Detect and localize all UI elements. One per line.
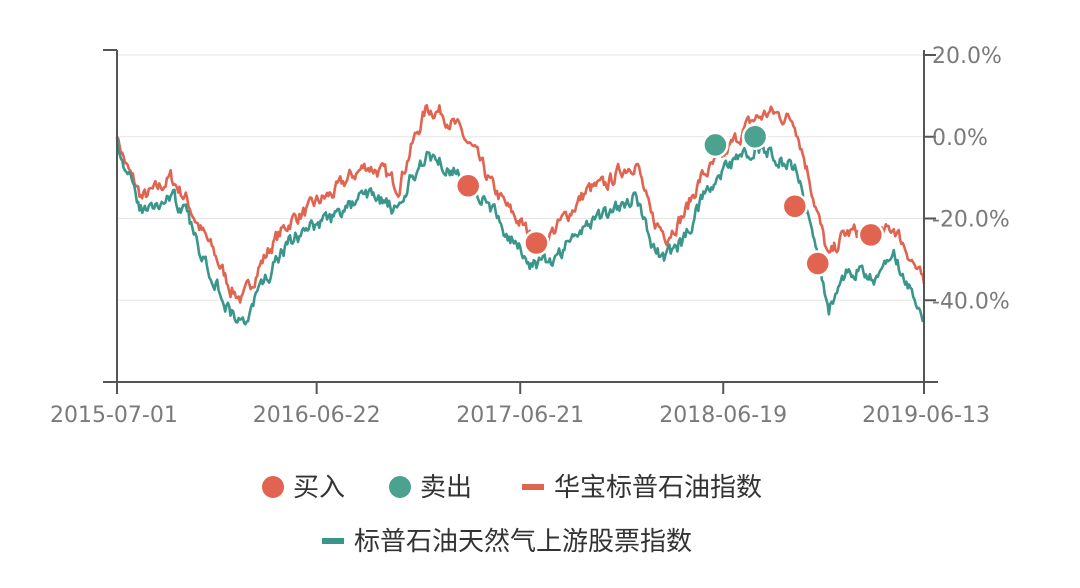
legend-item-sell-label: 卖出 — [420, 473, 472, 503]
buy-marker[interactable] — [857, 221, 885, 249]
legend-item-fund-swatch — [522, 484, 544, 490]
x-tick-label: 2016-06-22 — [253, 403, 381, 428]
axes: 20.0% 0.0% -20.0% -40.0% 2015-07-01 2016-06-2… — [50, 44, 1010, 428]
y-tick-label: -40.0% — [932, 289, 1010, 314]
legend-item-buy[interactable]: 买入 — [262, 473, 345, 503]
x-tick-label: 2019-06-13 — [862, 403, 990, 428]
buy-marker[interactable] — [523, 229, 550, 257]
fund-series-line — [115, 104, 926, 304]
legend-item-index[interactable]: 标普石油天然气上游股票指数 — [322, 527, 692, 557]
legend-item-fund-label: 华宝标普石油指数 — [554, 473, 762, 503]
x-tick-label: 2017-06-21 — [456, 403, 584, 428]
gridlines — [117, 54, 924, 301]
sell-marker[interactable] — [702, 131, 729, 159]
legend-item-index-swatch — [322, 538, 344, 544]
trade-markers — [454, 123, 885, 277]
y-tick-label: 20.0% — [932, 44, 1002, 69]
legend-item-sell[interactable]: 卖出 — [389, 473, 472, 503]
x-tick-label: 2015-07-01 — [50, 403, 178, 428]
legend-item-sell-swatch — [389, 476, 411, 498]
buy-marker[interactable] — [804, 250, 831, 277]
sell-marker[interactable] — [741, 123, 769, 150]
index-series-line — [115, 136, 926, 326]
legend-item-index-label: 标普石油天然气上游股票指数 — [354, 527, 692, 557]
legend-item-fund[interactable]: 华宝标普石油指数 — [522, 473, 762, 503]
buy-marker[interactable] — [454, 172, 482, 200]
y-tick-label: -20.0% — [932, 208, 1010, 233]
legend-item-buy-label: 买入 — [293, 473, 345, 503]
series-lines — [115, 104, 926, 326]
y-tick-label: 0.0% — [932, 126, 988, 151]
legend-item-buy-swatch — [262, 476, 284, 498]
x-tick-label: 2018-06-19 — [659, 403, 787, 428]
buy-marker[interactable] — [781, 192, 809, 220]
